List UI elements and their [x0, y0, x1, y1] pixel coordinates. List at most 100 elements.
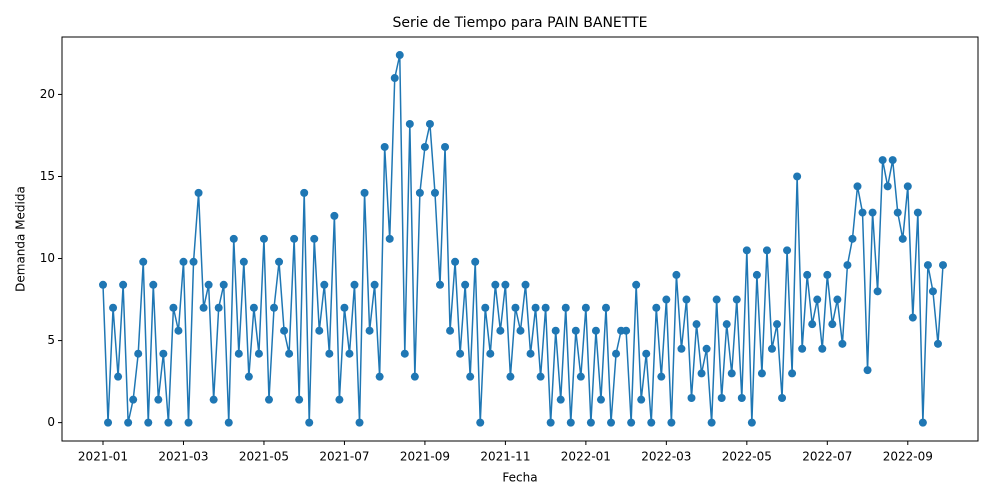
- data-point: [214, 303, 223, 312]
- data-point: [229, 234, 238, 243]
- data-point: [275, 257, 284, 266]
- data-point: [249, 303, 258, 312]
- data-point: [184, 418, 193, 427]
- data-point: [868, 208, 877, 217]
- x-tick-label: 2021-09: [400, 450, 450, 464]
- data-point: [174, 326, 183, 335]
- data-point: [441, 142, 450, 151]
- data-point: [632, 280, 641, 289]
- data-point: [134, 349, 143, 358]
- data-point: [109, 303, 118, 312]
- data-point: [581, 303, 590, 312]
- data-point: [224, 418, 233, 427]
- y-tick-label: 20: [40, 87, 55, 101]
- data-point: [823, 270, 832, 279]
- series-line: [102, 54, 944, 423]
- data-point: [425, 119, 434, 128]
- data-point: [642, 349, 651, 358]
- data-point: [330, 211, 339, 220]
- data-point: [767, 344, 776, 353]
- data-point: [863, 366, 872, 375]
- data-point: [295, 395, 304, 404]
- data-point: [430, 188, 439, 197]
- data-point: [516, 326, 525, 335]
- data-point: [672, 270, 681, 279]
- data-point: [541, 303, 550, 312]
- data-point: [551, 326, 560, 335]
- data-point: [908, 313, 917, 322]
- data-point: [652, 303, 661, 312]
- data-point: [657, 372, 666, 381]
- data-point: [400, 349, 409, 358]
- data-point: [114, 372, 123, 381]
- data-point: [898, 234, 907, 243]
- data-point: [873, 287, 882, 296]
- data-point: [370, 280, 379, 289]
- data-point: [546, 418, 555, 427]
- data-point: [300, 188, 309, 197]
- data-point: [747, 418, 756, 427]
- x-tick-label: 2022-01: [561, 450, 611, 464]
- x-tick-label: 2022-09: [883, 450, 933, 464]
- data-point: [612, 349, 621, 358]
- data-point: [380, 142, 389, 151]
- data-point: [848, 234, 857, 243]
- data-point: [169, 303, 178, 312]
- data-point: [561, 303, 570, 312]
- data-point: [395, 51, 404, 60]
- data-point: [496, 326, 505, 335]
- data-point: [692, 320, 701, 329]
- y-tick-label: 10: [40, 251, 55, 265]
- x-tick-label: 2021-03: [158, 450, 208, 464]
- y-tick-label: 5: [47, 333, 55, 347]
- data-point: [878, 156, 887, 165]
- data-point: [420, 142, 429, 151]
- data-point: [264, 395, 273, 404]
- data-point: [913, 208, 922, 217]
- data-point: [903, 182, 912, 191]
- data-point: [124, 418, 133, 427]
- data-point: [451, 257, 460, 266]
- data-point: [209, 395, 218, 404]
- data-point: [355, 418, 364, 427]
- data-point: [476, 418, 485, 427]
- data-point: [189, 257, 198, 266]
- data-point: [883, 182, 892, 191]
- data-point: [677, 344, 686, 353]
- data-point: [119, 280, 128, 289]
- x-tick-label: 2022-03: [641, 450, 691, 464]
- data-point: [139, 257, 148, 266]
- data-point: [893, 208, 902, 217]
- data-point: [239, 257, 248, 266]
- data-point: [928, 287, 937, 296]
- data-point: [627, 418, 636, 427]
- x-tick-label: 2022-05: [722, 450, 772, 464]
- x-tick-label: 2021-01: [78, 450, 128, 464]
- data-point: [199, 303, 208, 312]
- data-point: [234, 349, 243, 358]
- data-point: [415, 188, 424, 197]
- data-point: [466, 372, 475, 381]
- data-point: [506, 372, 515, 381]
- data-point: [586, 418, 595, 427]
- data-point: [154, 395, 163, 404]
- data-point: [566, 418, 575, 427]
- data-point: [290, 234, 299, 243]
- chart-title: Serie de Tiempo para PAIN BANETTE: [393, 15, 648, 31]
- data-point: [923, 261, 932, 270]
- data-point: [375, 372, 384, 381]
- data-point: [501, 280, 510, 289]
- y-tick-label: 15: [40, 169, 55, 183]
- data-point: [838, 339, 847, 348]
- data-point: [667, 418, 676, 427]
- data-point: [129, 395, 138, 404]
- data-point: [843, 261, 852, 270]
- data-point: [752, 270, 761, 279]
- data-point: [350, 280, 359, 289]
- data-point: [340, 303, 349, 312]
- data-point: [888, 156, 897, 165]
- data-point: [320, 280, 329, 289]
- data-point: [471, 257, 480, 266]
